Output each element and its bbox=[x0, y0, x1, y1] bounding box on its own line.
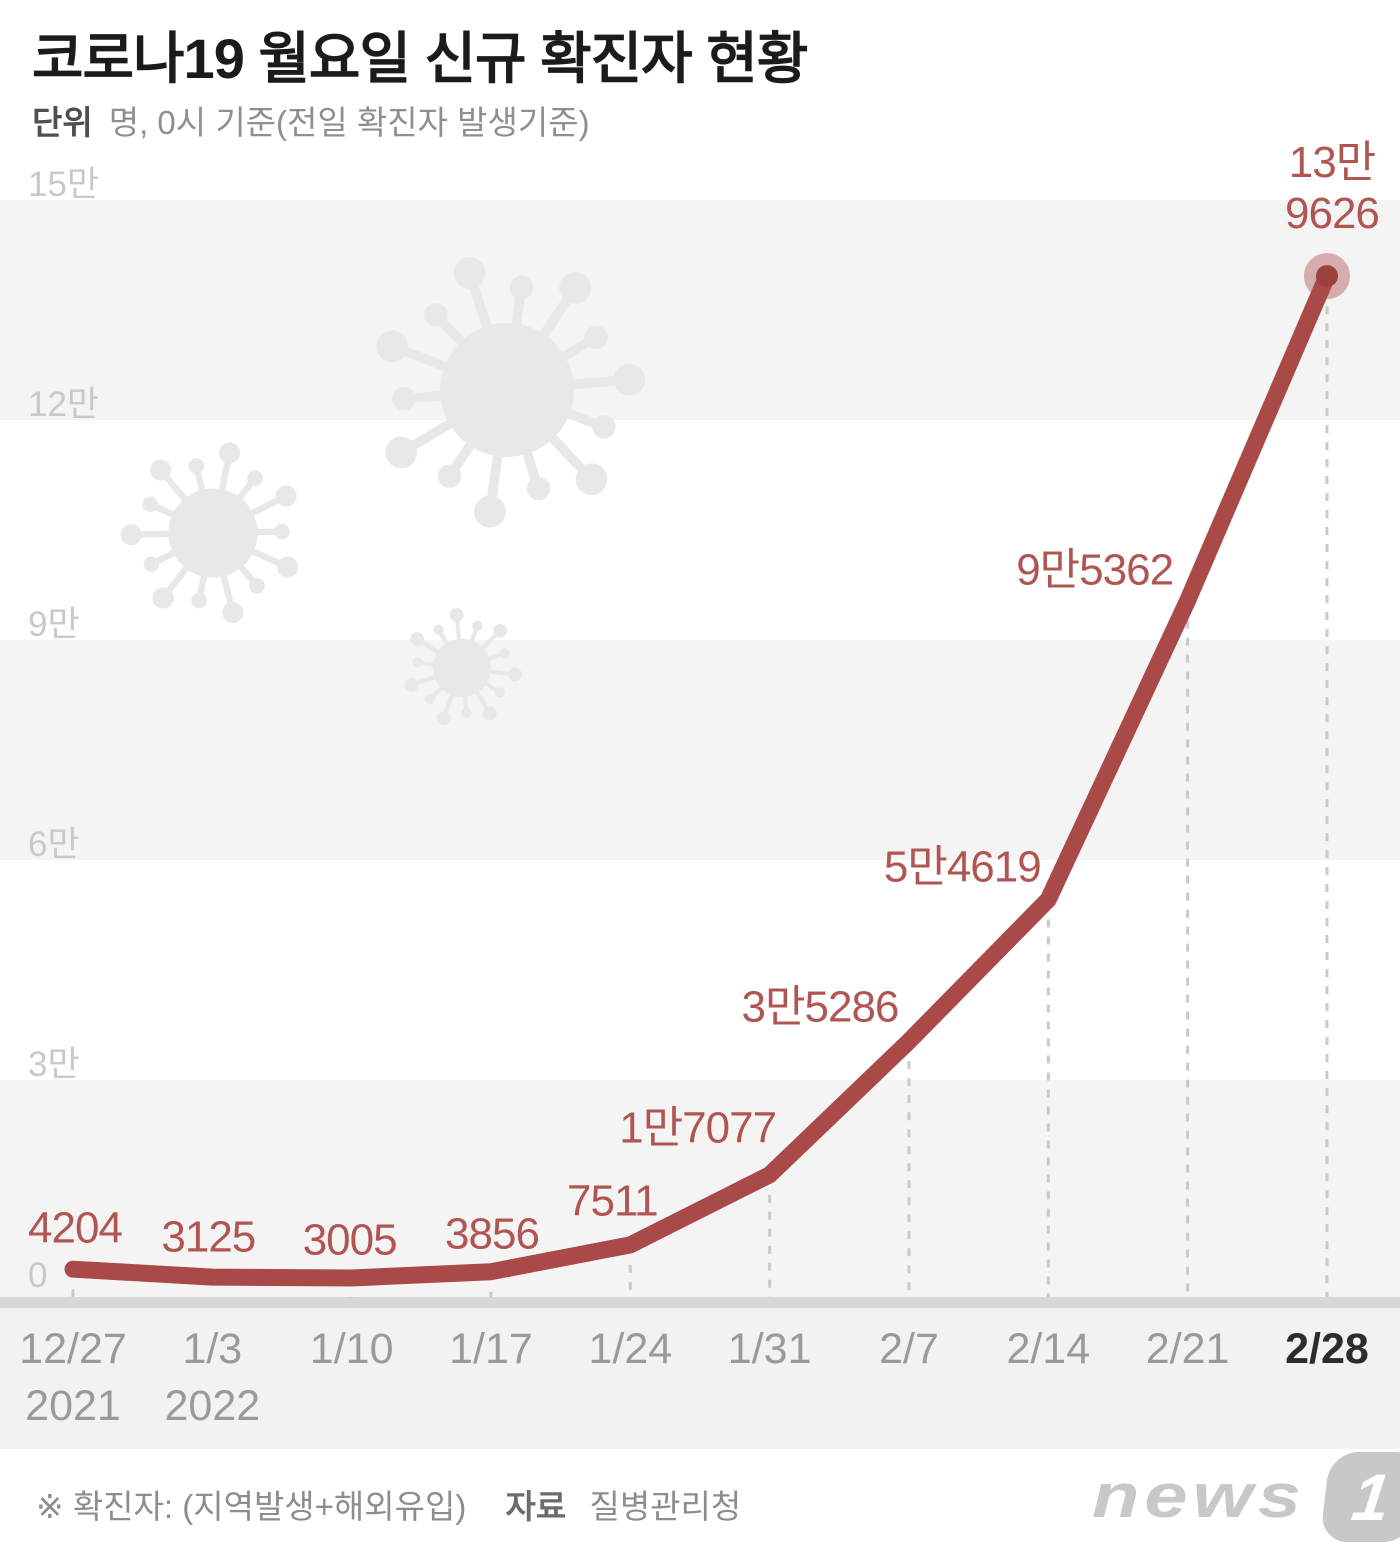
y-tick-label: 3만 bbox=[28, 1045, 80, 1084]
news1-logo-one-icon: 1 bbox=[1319, 1452, 1400, 1542]
x-tick-label: 1/10 bbox=[309, 1325, 394, 1373]
x-tick-year: 2021 bbox=[25, 1382, 121, 1430]
source-name: 질병관리청 bbox=[589, 1488, 742, 1525]
news1-logo-text: news bbox=[1092, 1462, 1306, 1531]
x-tick-label: 2/14 bbox=[1006, 1325, 1091, 1373]
x-tick-label: 2/21 bbox=[1145, 1325, 1230, 1373]
point-label: 3만5286 bbox=[741, 982, 900, 1032]
page-subtitle: 단위 명, 0시 기준(전일 확진자 발생기준) bbox=[32, 96, 590, 144]
page-title: 코로나19 월요일 신규 확진자 현황 bbox=[32, 27, 808, 90]
x-tick-label: 2/28 bbox=[1285, 1325, 1369, 1373]
x-label-area bbox=[0, 1308, 1400, 1449]
x-tick-year: 2022 bbox=[164, 1382, 261, 1430]
y-tick-label: 15만 bbox=[28, 165, 100, 204]
y-band bbox=[0, 200, 1400, 420]
axis-baseline-strip bbox=[0, 1297, 1400, 1308]
y-band bbox=[0, 640, 1400, 860]
x-tick-label: 1/3 bbox=[182, 1325, 243, 1373]
y-tick-label: 0 bbox=[28, 1256, 48, 1295]
point-label: 9만5362 bbox=[1016, 545, 1174, 595]
background-bands bbox=[0, 200, 1400, 1449]
end-dot bbox=[1315, 265, 1338, 288]
unit-text: 명, 0시 기준(전일 확진자 발생기준) bbox=[108, 104, 590, 141]
y-tick-label: 12만 bbox=[28, 385, 100, 424]
chart-footer: ※ 확진자: (지역발생+해외유입) 자료 질병관리청 bbox=[36, 1480, 741, 1528]
x-tick-label: 12/27 bbox=[19, 1325, 127, 1373]
point-label: 3005 bbox=[302, 1215, 398, 1265]
series-line bbox=[64, 267, 1336, 1287]
unit-label: 단위 bbox=[32, 104, 93, 141]
drop-line-grid bbox=[71, 306, 1329, 1298]
point-label: 3125 bbox=[161, 1212, 256, 1262]
y-band bbox=[0, 1080, 1400, 1300]
source-label: 자료 bbox=[505, 1488, 567, 1525]
y-tick-label: 6만 bbox=[28, 825, 80, 864]
news1-logo: news 1 bbox=[1092, 1452, 1400, 1542]
footnote: ※ 확진자: (지역발생+해외유입) bbox=[36, 1488, 467, 1525]
point-label: 1만7077 bbox=[619, 1103, 777, 1153]
point-label: 5만4619 bbox=[883, 842, 1042, 892]
point-label: 3856 bbox=[445, 1209, 540, 1259]
y-band bbox=[0, 860, 1400, 1080]
x-tick-label: 2/7 bbox=[879, 1325, 939, 1373]
x-tick-label: 1/17 bbox=[449, 1325, 533, 1373]
point-label: 4204 bbox=[28, 1203, 123, 1253]
x-tick-label: 1/31 bbox=[727, 1325, 812, 1373]
x-tick-label: 1/24 bbox=[588, 1325, 673, 1373]
point-label: 7511 bbox=[567, 1176, 659, 1226]
series-layer bbox=[64, 253, 1350, 1287]
point-label: 13만 9626 bbox=[1285, 138, 1380, 239]
y-tick-label: 9만 bbox=[28, 605, 80, 644]
